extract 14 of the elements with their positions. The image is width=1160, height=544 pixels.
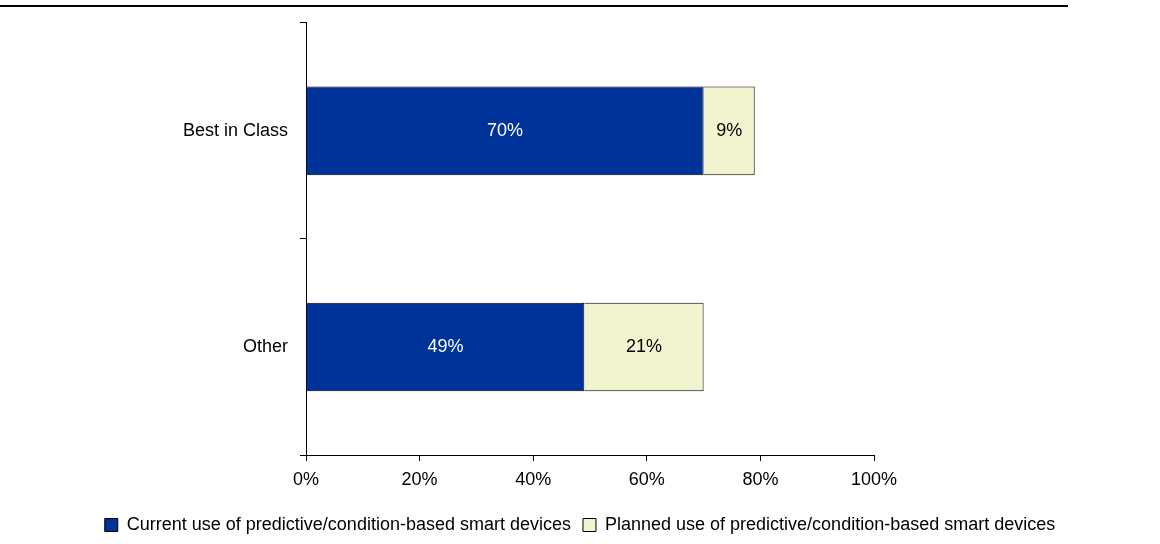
data-label: 49% bbox=[427, 335, 464, 356]
x-tick-label: 80% bbox=[742, 468, 779, 489]
y-tick-label: Other bbox=[242, 335, 288, 356]
legend-label: Current use of predictive/condition-based smart devices bbox=[126, 513, 571, 534]
x-tick-label: 60% bbox=[628, 468, 665, 489]
data-label: 21% bbox=[625, 335, 662, 356]
x-tick-label: 20% bbox=[401, 468, 438, 489]
x-tick-label: 0% bbox=[292, 468, 320, 489]
data-label: 9% bbox=[716, 119, 743, 140]
data-label: 70% bbox=[487, 119, 524, 140]
legend-label: Planned use of predictive/condition-based smart devices bbox=[604, 513, 1056, 534]
y-tick-label: Best in Class bbox=[182, 119, 288, 140]
x-tick-label: 40% bbox=[515, 468, 552, 489]
x-tick-label: 100% bbox=[850, 468, 898, 489]
